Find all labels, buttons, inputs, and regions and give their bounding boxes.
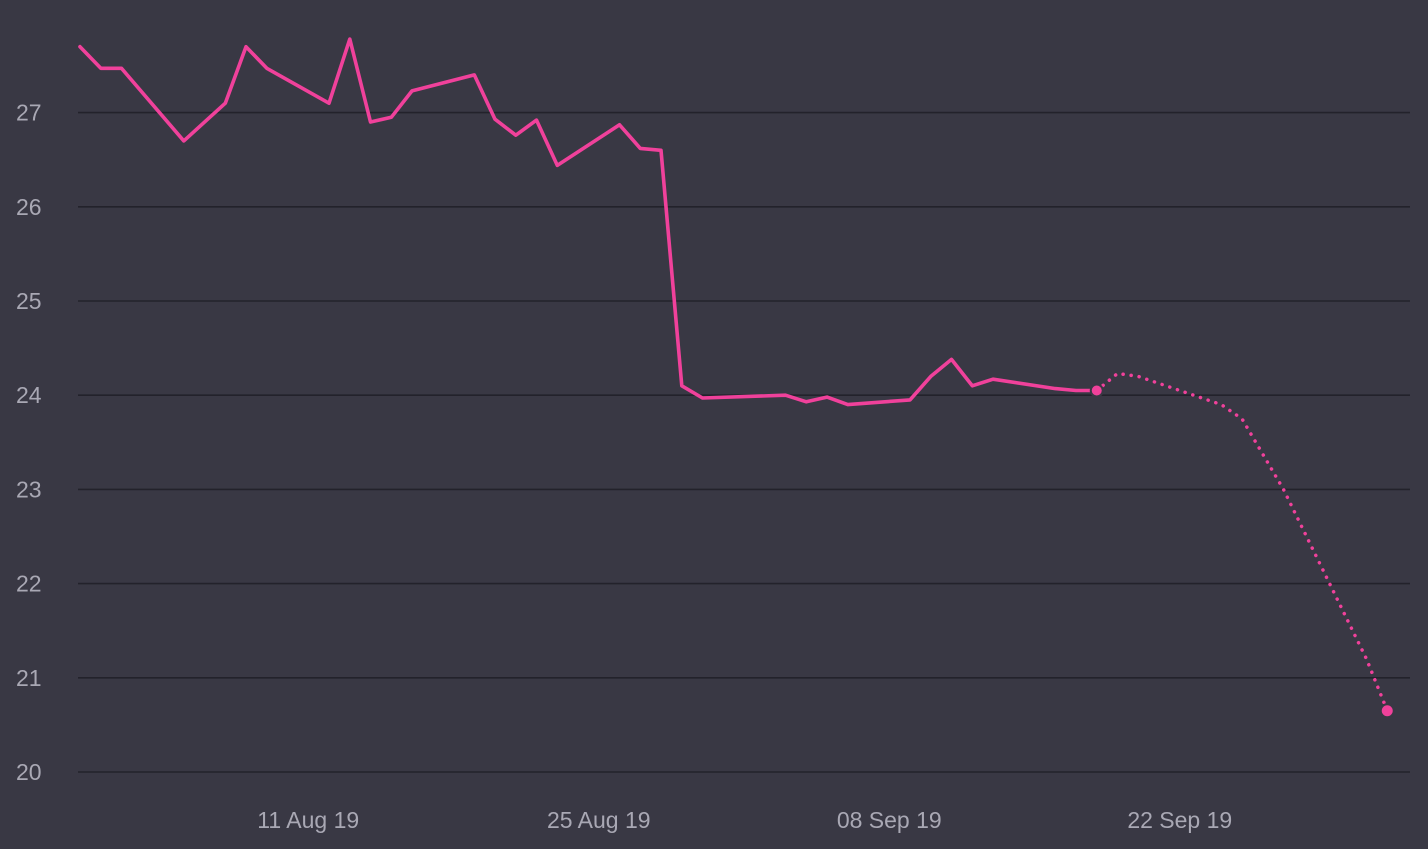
forecast-end-point bbox=[1379, 703, 1395, 719]
marker-layer bbox=[1089, 383, 1395, 719]
x-tick-label: 22 Sep 19 bbox=[1127, 807, 1232, 833]
x-axis-ticks: 11 Aug 19 25 Aug 19 08 Sep 19 22 Sep 19 bbox=[257, 807, 1232, 833]
y-tick-label: 22 bbox=[16, 571, 42, 597]
y-tick-label: 21 bbox=[16, 665, 42, 691]
grid-layer bbox=[78, 111, 1410, 773]
y-tick-label: 25 bbox=[16, 288, 42, 314]
x-tick-label: 25 Aug 19 bbox=[547, 807, 651, 833]
last-actual-point bbox=[1089, 383, 1104, 398]
y-tick-label: 24 bbox=[16, 382, 42, 408]
y-tick-label: 23 bbox=[16, 476, 42, 502]
price-series-line bbox=[78, 37, 1099, 407]
x-tick-label: 08 Sep 19 bbox=[837, 807, 942, 833]
forecast-series-line bbox=[1095, 371, 1390, 713]
x-tick-label: 11 Aug 19 bbox=[257, 807, 359, 833]
y-tick-label: 27 bbox=[16, 100, 42, 126]
y-tick-label: 20 bbox=[16, 759, 42, 785]
y-tick-label: 26 bbox=[16, 194, 42, 220]
y-axis-ticks: 20 21 22 23 24 25 26 27 bbox=[16, 100, 42, 785]
series-layer bbox=[78, 37, 1390, 713]
